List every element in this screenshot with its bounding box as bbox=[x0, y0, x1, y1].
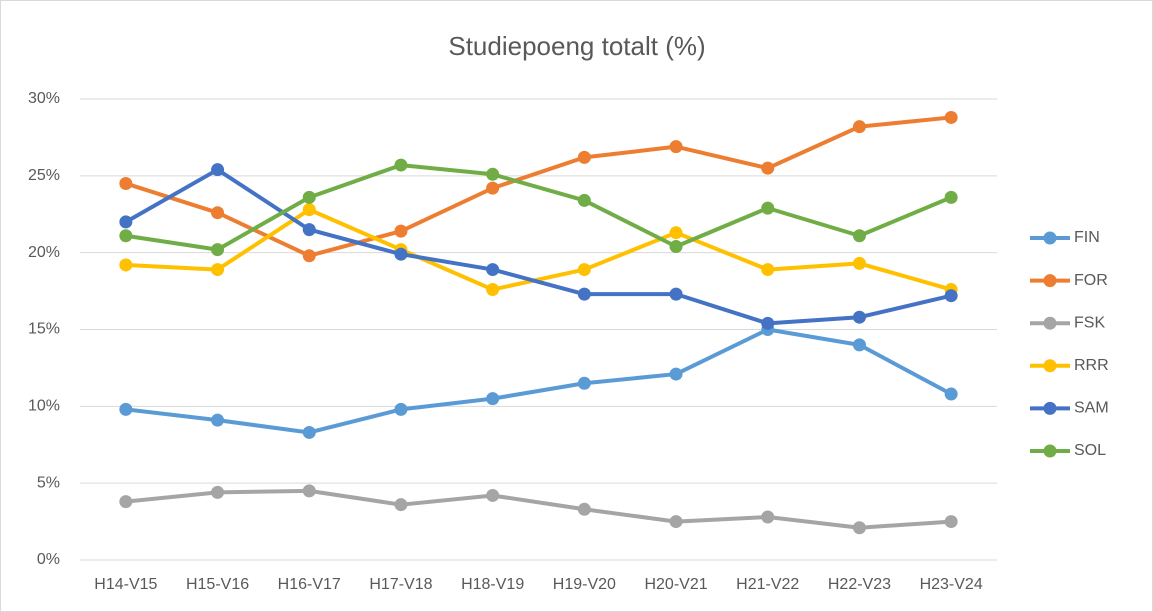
data-point bbox=[577, 263, 591, 277]
data-point bbox=[486, 263, 500, 277]
data-point bbox=[577, 193, 591, 207]
legend-marker bbox=[1043, 231, 1057, 245]
data-point bbox=[211, 413, 225, 427]
x-tick-label: H18-V19 bbox=[461, 576, 524, 593]
data-point bbox=[394, 224, 408, 238]
data-point bbox=[852, 521, 866, 535]
data-point bbox=[486, 181, 500, 195]
data-point bbox=[486, 283, 500, 297]
data-point bbox=[761, 316, 775, 330]
data-point bbox=[761, 201, 775, 215]
data-point bbox=[394, 402, 408, 416]
legend-label: RRR bbox=[1074, 357, 1109, 374]
series-line bbox=[123, 327, 954, 435]
legend-marker bbox=[1043, 359, 1057, 373]
legend-label: SAM bbox=[1074, 400, 1109, 417]
data-point bbox=[852, 120, 866, 134]
data-point bbox=[669, 240, 683, 254]
data-point bbox=[211, 263, 225, 277]
data-point bbox=[119, 495, 133, 509]
x-tick-label: H21-V22 bbox=[736, 576, 799, 593]
data-point bbox=[577, 376, 591, 390]
legend-label: SOL bbox=[1074, 442, 1106, 459]
data-point bbox=[302, 223, 316, 237]
data-point bbox=[852, 310, 866, 324]
data-point bbox=[302, 203, 316, 217]
data-point bbox=[119, 177, 133, 191]
x-tick-label: H14-V15 bbox=[94, 576, 157, 593]
data-point bbox=[944, 110, 958, 124]
x-tick-label: H17-V18 bbox=[369, 576, 432, 593]
y-tick-label: 0% bbox=[37, 551, 60, 568]
data-point bbox=[119, 402, 133, 416]
data-point bbox=[302, 249, 316, 263]
data-point bbox=[852, 256, 866, 270]
data-point bbox=[944, 515, 958, 529]
data-point bbox=[669, 515, 683, 529]
data-point bbox=[486, 488, 500, 502]
series-line bbox=[123, 115, 954, 258]
data-point bbox=[852, 229, 866, 243]
data-point bbox=[944, 190, 958, 204]
legend-marker bbox=[1043, 274, 1057, 288]
legend-label: FOR bbox=[1074, 272, 1108, 289]
data-point bbox=[944, 289, 958, 303]
data-point bbox=[944, 387, 958, 401]
data-point bbox=[119, 258, 133, 272]
y-tick-label: 25% bbox=[28, 167, 60, 184]
data-point bbox=[211, 485, 225, 499]
data-point bbox=[302, 484, 316, 498]
data-point bbox=[486, 167, 500, 181]
data-point bbox=[394, 498, 408, 512]
data-point bbox=[486, 392, 500, 406]
legend-label: FIN bbox=[1074, 229, 1100, 246]
x-tick-label: H22-V23 bbox=[828, 576, 891, 593]
x-tick-label: H15-V16 bbox=[186, 576, 249, 593]
x-tick-label: H19-V20 bbox=[553, 576, 616, 593]
data-point bbox=[302, 190, 316, 204]
y-tick-label: 15% bbox=[28, 321, 60, 338]
data-point bbox=[211, 243, 225, 257]
y-tick-label: 5% bbox=[37, 474, 60, 491]
x-tick-label: H16-V17 bbox=[278, 576, 341, 593]
data-point bbox=[577, 150, 591, 164]
data-point bbox=[577, 287, 591, 301]
y-tick-label: 20% bbox=[28, 244, 60, 261]
data-point bbox=[852, 338, 866, 352]
data-point bbox=[211, 163, 225, 177]
legend-marker bbox=[1043, 444, 1057, 458]
legend-marker bbox=[1043, 316, 1057, 330]
legend-marker bbox=[1043, 401, 1057, 415]
data-point bbox=[761, 161, 775, 175]
chart-title: Studiepoeng totalt (%) bbox=[448, 31, 705, 61]
data-point bbox=[119, 215, 133, 229]
series-line bbox=[123, 488, 954, 530]
data-point bbox=[577, 502, 591, 516]
series-line bbox=[123, 207, 954, 292]
legend-label: FSK bbox=[1074, 314, 1105, 331]
data-point bbox=[761, 263, 775, 277]
data-point bbox=[302, 425, 316, 439]
data-point bbox=[669, 226, 683, 240]
y-tick-label: 10% bbox=[28, 398, 60, 415]
series-line bbox=[123, 163, 954, 252]
data-point bbox=[211, 206, 225, 220]
data-point bbox=[669, 140, 683, 154]
series-line bbox=[123, 167, 954, 326]
y-tick-label: 30% bbox=[28, 90, 60, 107]
data-point bbox=[761, 510, 775, 524]
data-point bbox=[119, 229, 133, 243]
data-point bbox=[669, 287, 683, 301]
x-tick-label: H20-V21 bbox=[644, 576, 707, 593]
data-point bbox=[394, 158, 408, 172]
x-tick-label: H23-V24 bbox=[920, 576, 983, 593]
data-point bbox=[669, 367, 683, 381]
data-point bbox=[394, 247, 408, 261]
